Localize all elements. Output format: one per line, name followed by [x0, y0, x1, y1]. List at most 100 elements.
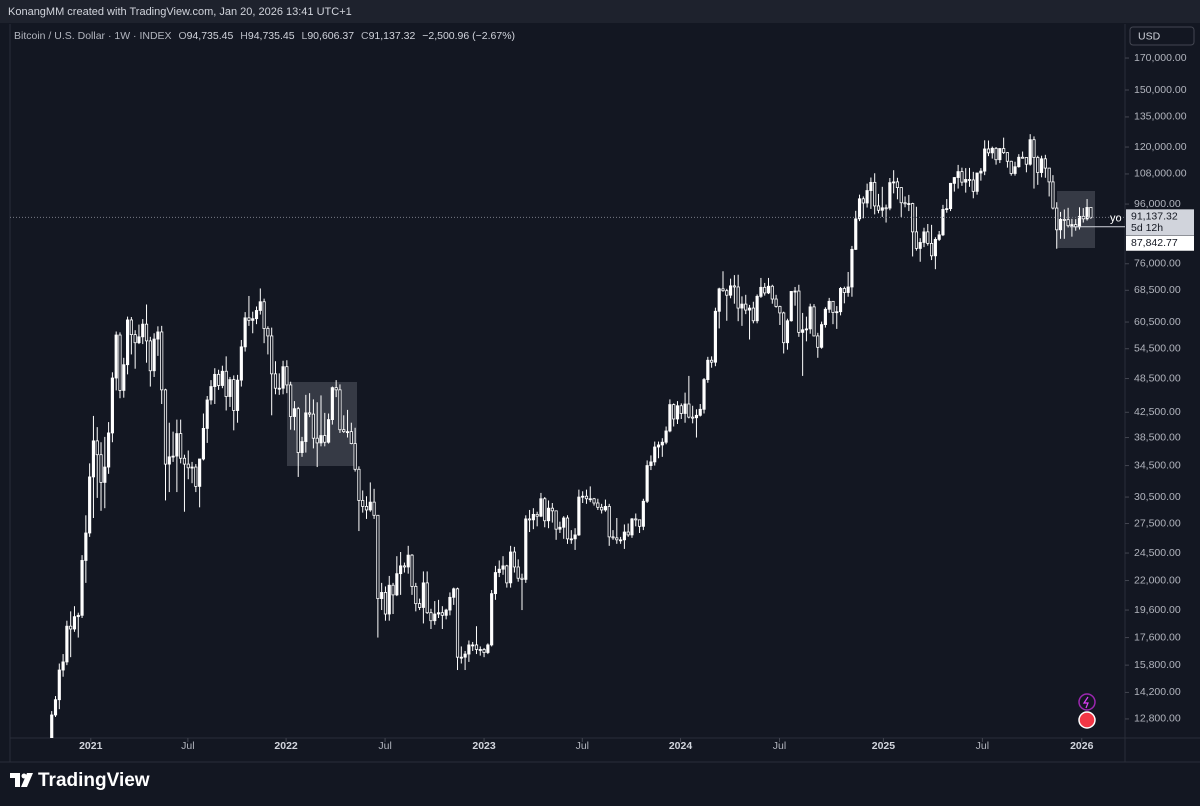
candle-body	[1062, 219, 1066, 221]
legend-change: −2,500.96 (−2.67%)	[422, 30, 515, 42]
candle-body	[785, 320, 790, 344]
y-tick-label: 12,800.00	[1134, 713, 1181, 725]
candle-body	[433, 613, 437, 622]
candle-body	[129, 319, 133, 335]
candle-body	[702, 379, 706, 410]
candle-body	[649, 461, 653, 466]
annotation: yo	[1110, 213, 1122, 225]
candle-body	[717, 288, 721, 312]
y-tick-label: 170,000.00	[1134, 52, 1187, 64]
candle-body	[266, 328, 270, 337]
candle-body	[1028, 139, 1032, 165]
candle-body	[1066, 219, 1070, 227]
candle-body	[729, 285, 733, 296]
y-tick-label: 96,000.00	[1134, 198, 1181, 210]
candle-body	[440, 612, 444, 616]
candle-body	[903, 202, 907, 205]
candle-body	[664, 430, 668, 443]
candle-body	[838, 288, 843, 313]
y-tick-label: 22,000.00	[1134, 574, 1181, 586]
candle-body	[850, 248, 854, 288]
candle-body	[937, 234, 941, 240]
candle-body	[907, 203, 911, 205]
candle-body	[823, 308, 827, 325]
candle-body	[554, 510, 558, 530]
candle-body	[694, 414, 699, 419]
candle-body	[201, 428, 205, 460]
candle-body	[497, 568, 501, 573]
candle-body	[103, 466, 107, 483]
candle-body	[751, 307, 755, 322]
y-tick-label: 27,500.00	[1134, 517, 1181, 529]
candle-body	[645, 465, 649, 502]
candle-body	[846, 286, 850, 293]
y-tick-label: 24,500.00	[1134, 547, 1181, 559]
price-label-box	[1126, 209, 1194, 236]
candle-body	[732, 285, 736, 288]
candle-body	[1047, 167, 1051, 183]
x-tick-label: Jul	[773, 740, 786, 752]
candle-body	[1055, 207, 1059, 231]
candle-body	[527, 518, 532, 521]
candle-body	[380, 592, 384, 599]
candle-body	[516, 566, 520, 579]
candle-body	[418, 603, 422, 608]
candle-body	[179, 433, 183, 459]
candle-body	[535, 513, 539, 517]
candle-body	[865, 190, 869, 204]
x-tick-label: Jul	[181, 740, 194, 752]
candle-body	[270, 335, 274, 375]
candle-body	[410, 554, 414, 587]
candle-body	[152, 338, 156, 372]
candle-body	[285, 366, 289, 386]
candle-body	[979, 170, 983, 174]
candle-body	[224, 370, 228, 397]
candle-body	[880, 207, 884, 211]
candle-body	[402, 565, 406, 568]
candle-body	[262, 301, 266, 329]
candle-body	[69, 625, 73, 630]
icon	[1082, 696, 1089, 709]
candle-body	[607, 506, 611, 538]
candle-body	[948, 182, 953, 210]
candle-body	[801, 329, 805, 333]
y-tick-label: 30,500.00	[1134, 491, 1181, 503]
candle-body	[740, 303, 744, 309]
footer: TradingView	[38, 770, 150, 791]
icon[interactable]	[1078, 711, 1096, 729]
candle-body	[1032, 139, 1036, 158]
candle-body	[543, 498, 547, 522]
candle-body	[57, 669, 61, 701]
icon[interactable]	[1078, 693, 1096, 711]
candle-body	[793, 290, 797, 293]
candle-body	[478, 649, 482, 651]
candle-body	[816, 335, 820, 348]
candle-body	[304, 412, 308, 442]
candle-body	[406, 554, 410, 568]
candle-body	[273, 373, 278, 389]
currency-box[interactable]	[1129, 26, 1195, 46]
header: KonangMM created with TradingView.com, J…	[8, 6, 352, 18]
candle-body	[319, 435, 323, 444]
candle-body	[577, 496, 581, 536]
candle-body	[588, 498, 592, 501]
candle-body	[854, 218, 858, 250]
legend-key: L	[302, 30, 308, 42]
currency[interactable]: USD	[1138, 30, 1161, 42]
candle-body	[353, 443, 357, 470]
candle-body	[72, 616, 77, 630]
candle-body	[994, 147, 998, 161]
candle-body	[789, 291, 793, 322]
legend-value: 91,137.32	[369, 30, 416, 42]
candle-body	[292, 408, 297, 417]
candle-body	[308, 412, 312, 415]
candle-body	[679, 405, 683, 414]
candle-body	[975, 172, 979, 192]
candle-body	[76, 614, 80, 618]
candle-body	[133, 334, 137, 344]
y-tick-label: 14,200.00	[1134, 686, 1181, 698]
candle-body	[376, 514, 380, 599]
candle-body	[84, 532, 88, 561]
candle-body	[930, 243, 934, 257]
candle-body	[296, 408, 300, 453]
